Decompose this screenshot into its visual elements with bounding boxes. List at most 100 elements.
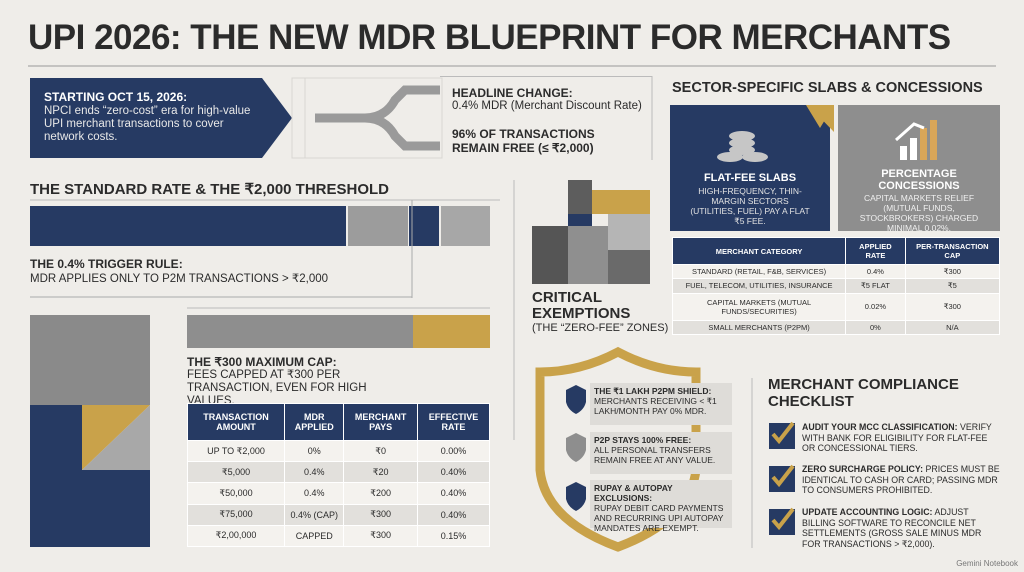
table-cell: CAPITAL MARKETS (MUTUAL FUNDS/SECURITIES… <box>671 292 847 321</box>
table-cell: 0.4% <box>284 461 345 484</box>
chart-icon <box>895 120 937 160</box>
table-cell: ₹0 <box>343 440 418 463</box>
block <box>30 470 150 547</box>
table-cell: ₹50,000 <box>186 482 286 505</box>
table-cell: ₹5,000 <box>186 461 286 484</box>
table-cell: ₹75,000 <box>186 503 286 526</box>
section-title: SECTOR-SPECIFIC SLABS & CONCESSIONS <box>672 80 983 96</box>
cap-bar <box>413 315 490 348</box>
item-text: RUPAY DEBIT CARD PAYMENTS AND RECURRING … <box>594 503 724 533</box>
section-title: THE STANDARD RATE & THE ₹2,000 THRESHOLD <box>30 181 390 198</box>
item-title: ZERO SURCHARGE POLICY: <box>802 464 924 474</box>
table-cell: UP TO ₹2,000 <box>186 440 286 463</box>
table-row: ₹75,000 0.4% (CAP) ₹300 0.40% <box>186 503 491 526</box>
accent <box>806 105 834 128</box>
rate-bar <box>409 206 439 246</box>
table-row: ₹50,000 0.4% ₹200 0.40% <box>186 482 491 505</box>
table-cell: 0.40% <box>416 482 491 505</box>
table-cell: ₹300 <box>904 292 1001 321</box>
header-cell: MERCHANT PAYS <box>343 402 418 442</box>
stripes <box>291 77 443 159</box>
table-row: FUEL, TELECOM, UTILITIES, INSURANCE ₹5 FL… <box>671 278 1001 294</box>
watermark: Gemini Notebook <box>956 559 1018 568</box>
table-cell: N/A <box>904 319 1001 336</box>
item-text: ALL PERSONAL TRANSFERS REMAIN FREE AT AN… <box>594 445 716 465</box>
table-cell: 0.4% <box>284 482 345 505</box>
table-cell: 0.00% <box>416 440 491 463</box>
item-box <box>590 432 732 474</box>
block <box>30 315 150 405</box>
flat-title: FLAT-FEE SLABS <box>703 172 797 184</box>
table-row: CAPITAL MARKETS (MUTUAL FUNDS/SECURITIES… <box>671 292 1001 321</box>
table-row: UP TO ₹2,000 0% ₹0 0.00% <box>186 440 491 463</box>
flat-box <box>670 105 830 231</box>
table-cell: ₹300 <box>904 264 1001 280</box>
sector-table: MERCHANT CATEGORY APPLIED RATE PER-TRANSAC… <box>671 236 1001 336</box>
mosaic <box>532 180 650 284</box>
cap-text: FEES CAPPED AT ₹300 PER TRANSACTION, EVE… <box>187 369 367 407</box>
check-icons <box>769 421 795 535</box>
table-cell: 0.40% <box>416 461 491 484</box>
table-cell: FUEL, TELECOM, UTILITIES, INSURANCE <box>671 278 847 294</box>
table-cell: ₹5 <box>904 278 1001 294</box>
table-row: ₹2,00,000 CAPPED ₹300 0.15% <box>186 524 491 548</box>
item-box <box>590 383 732 425</box>
header-cell: MERCHANT CATEGORY <box>671 236 847 266</box>
cap-bar <box>187 315 413 348</box>
header-row: TRANSACTION AMOUNT MDR APPLIED MERCHANT PA… <box>186 402 491 442</box>
checklist-title: MERCHANT COMPLIANCE CHECKLIST <box>768 376 959 410</box>
exemptions-subtitle: (THE “ZERO-FEE” ZONES) <box>532 322 669 334</box>
table-cell: ₹300 <box>343 524 418 548</box>
item-title: THE ₹1 LAKH P2PM SHIELD: <box>594 386 712 396</box>
table-cell: ₹200 <box>343 482 418 505</box>
header-cell: EFFECTIVE RATE <box>416 402 491 442</box>
shield-icons <box>566 385 586 511</box>
header-cell: APPLIED RATE <box>845 236 906 266</box>
pct-title: PERCENTAGE CONCESSIONS <box>878 168 960 192</box>
table-cell: 0.15% <box>416 524 491 548</box>
header-cell: TRANSACTION AMOUNT <box>186 402 286 442</box>
line <box>440 76 652 77</box>
exemption-item: RUPAY & AUTOPAY EXCLUSIONS: RUPAY DEBIT C… <box>594 483 730 533</box>
table-cell: STANDARD (RETAIL, F&B, SERVICES) <box>671 264 847 280</box>
checklist-item: UPDATE ACCOUNTING LOGIC: ADJUST BILLING … <box>802 507 1000 549</box>
table-row: ₹5,000 0.4% ₹20 0.40% <box>186 461 491 484</box>
table-cell: ₹300 <box>343 503 418 526</box>
table-cell: SMALL MERCHANTS (P2PM) <box>671 319 847 336</box>
table-cell: 0% <box>284 440 345 463</box>
table-cell: 0.40% <box>416 503 491 526</box>
block <box>82 405 150 470</box>
exemptions-title: CRITICAL EXEMPTIONS <box>532 289 631 322</box>
pct-text: CAPITAL MARKETS RELIEF (MUTUAL FUNDS, ST… <box>859 193 979 233</box>
rate-bar <box>30 206 346 246</box>
intro-heading: STARTING OCT 15, 2026: <box>44 90 188 104</box>
item-text: VERIFY WITH BANK FOR ELIGIBILITY FOR FLA… <box>802 422 992 453</box>
checklist-item: ZERO SURCHARGE POLICY: PRICES MUST BE ID… <box>802 464 1000 496</box>
table-row: SMALL MERCHANTS (P2PM) 0% N/A <box>671 319 1001 336</box>
item-title: RUPAY & AUTOPAY EXCLUSIONS: <box>594 483 673 503</box>
intro-arrow <box>30 78 292 158</box>
intro-text: NPCI ends “zero-cost” era for high-value… <box>44 105 251 143</box>
cap-heading: THE ₹300 MAXIMUM CAP: <box>187 355 337 369</box>
item-text: MERCHANTS RECEIVING < ₹1 LAKH/MONTH PAY … <box>594 396 717 416</box>
split-connector <box>315 85 440 151</box>
item-title: AUDIT YOUR MCC CLASSIFICATION: <box>802 422 958 432</box>
headline-text: 0.4% MDR (Merchant Discount Rate) <box>452 100 642 112</box>
item-text: PRICES MUST BE IDENTICAL TO CASH OR CARD… <box>802 464 1000 495</box>
table-cell: 0% <box>845 319 906 336</box>
coins-icon <box>717 131 768 162</box>
trigger-heading: THE 0.4% TRIGGER RULE: <box>30 257 183 271</box>
table-cell: 0.02% <box>845 292 906 321</box>
rate-bar <box>441 206 490 246</box>
item-text: ADJUST BILLING SOFTWARE TO RECONCILE NET… <box>802 507 982 549</box>
table-cell: CAPPED <box>284 524 345 548</box>
rate-bar <box>348 206 408 246</box>
fee-table: TRANSACTION AMOUNT MDR APPLIED MERCHANT PA… <box>186 402 491 548</box>
header-row: MERCHANT CATEGORY APPLIED RATE PER-TRANSAC… <box>671 236 1001 266</box>
flat-text: HIGH-FREQUENCY, THIN-MARGIN SECTORS (UTI… <box>690 186 810 226</box>
headline-note: 96% OF TRANSACTIONS REMAIN FREE (≤ ₹2,00… <box>452 127 595 155</box>
item-box <box>590 480 732 528</box>
exemption-item: P2P STAYS 100% FREE: ALL PERSONAL TRANSFE… <box>594 435 730 465</box>
